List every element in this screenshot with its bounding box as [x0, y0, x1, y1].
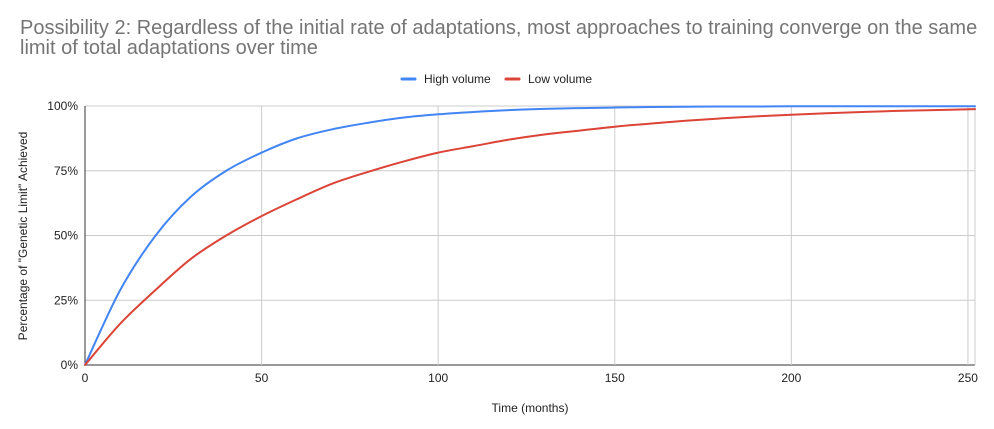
gridlines [84, 105, 976, 366]
x-tick-label: 250 [958, 371, 978, 385]
x-tick-label: 0 [82, 371, 89, 385]
series-layer [84, 105, 976, 366]
y-tick-label: 25% [54, 293, 78, 307]
y-tick-label: 50% [54, 229, 78, 243]
series-line-low-volume [84, 108, 976, 366]
chart-title: Possibility 2: Regardless of the initial… [20, 17, 978, 59]
x-axis-title: Time (months) [492, 401, 569, 415]
legend-label-low-volume: Low volume [528, 72, 592, 86]
legend: High volume Low volume [400, 72, 592, 86]
x-tick-label: 200 [781, 371, 801, 385]
x-tick-label: 100 [428, 371, 448, 385]
y-tick-label: 0% [61, 358, 79, 372]
x-tick-label: 50 [255, 371, 269, 385]
y-axis-title: Percentage of "Genetic Limit" Achieved [16, 132, 30, 341]
y-tick-label: 100% [47, 99, 78, 113]
legend-label-high-volume: High volume [424, 72, 491, 86]
series-line-high-volume [84, 105, 976, 366]
x-tick-label: 150 [605, 371, 625, 385]
tick-labels: 0% 25% 50% 75% 100% 0 50 100 150 200 250 [47, 99, 978, 385]
y-tick-label: 75% [54, 164, 78, 178]
